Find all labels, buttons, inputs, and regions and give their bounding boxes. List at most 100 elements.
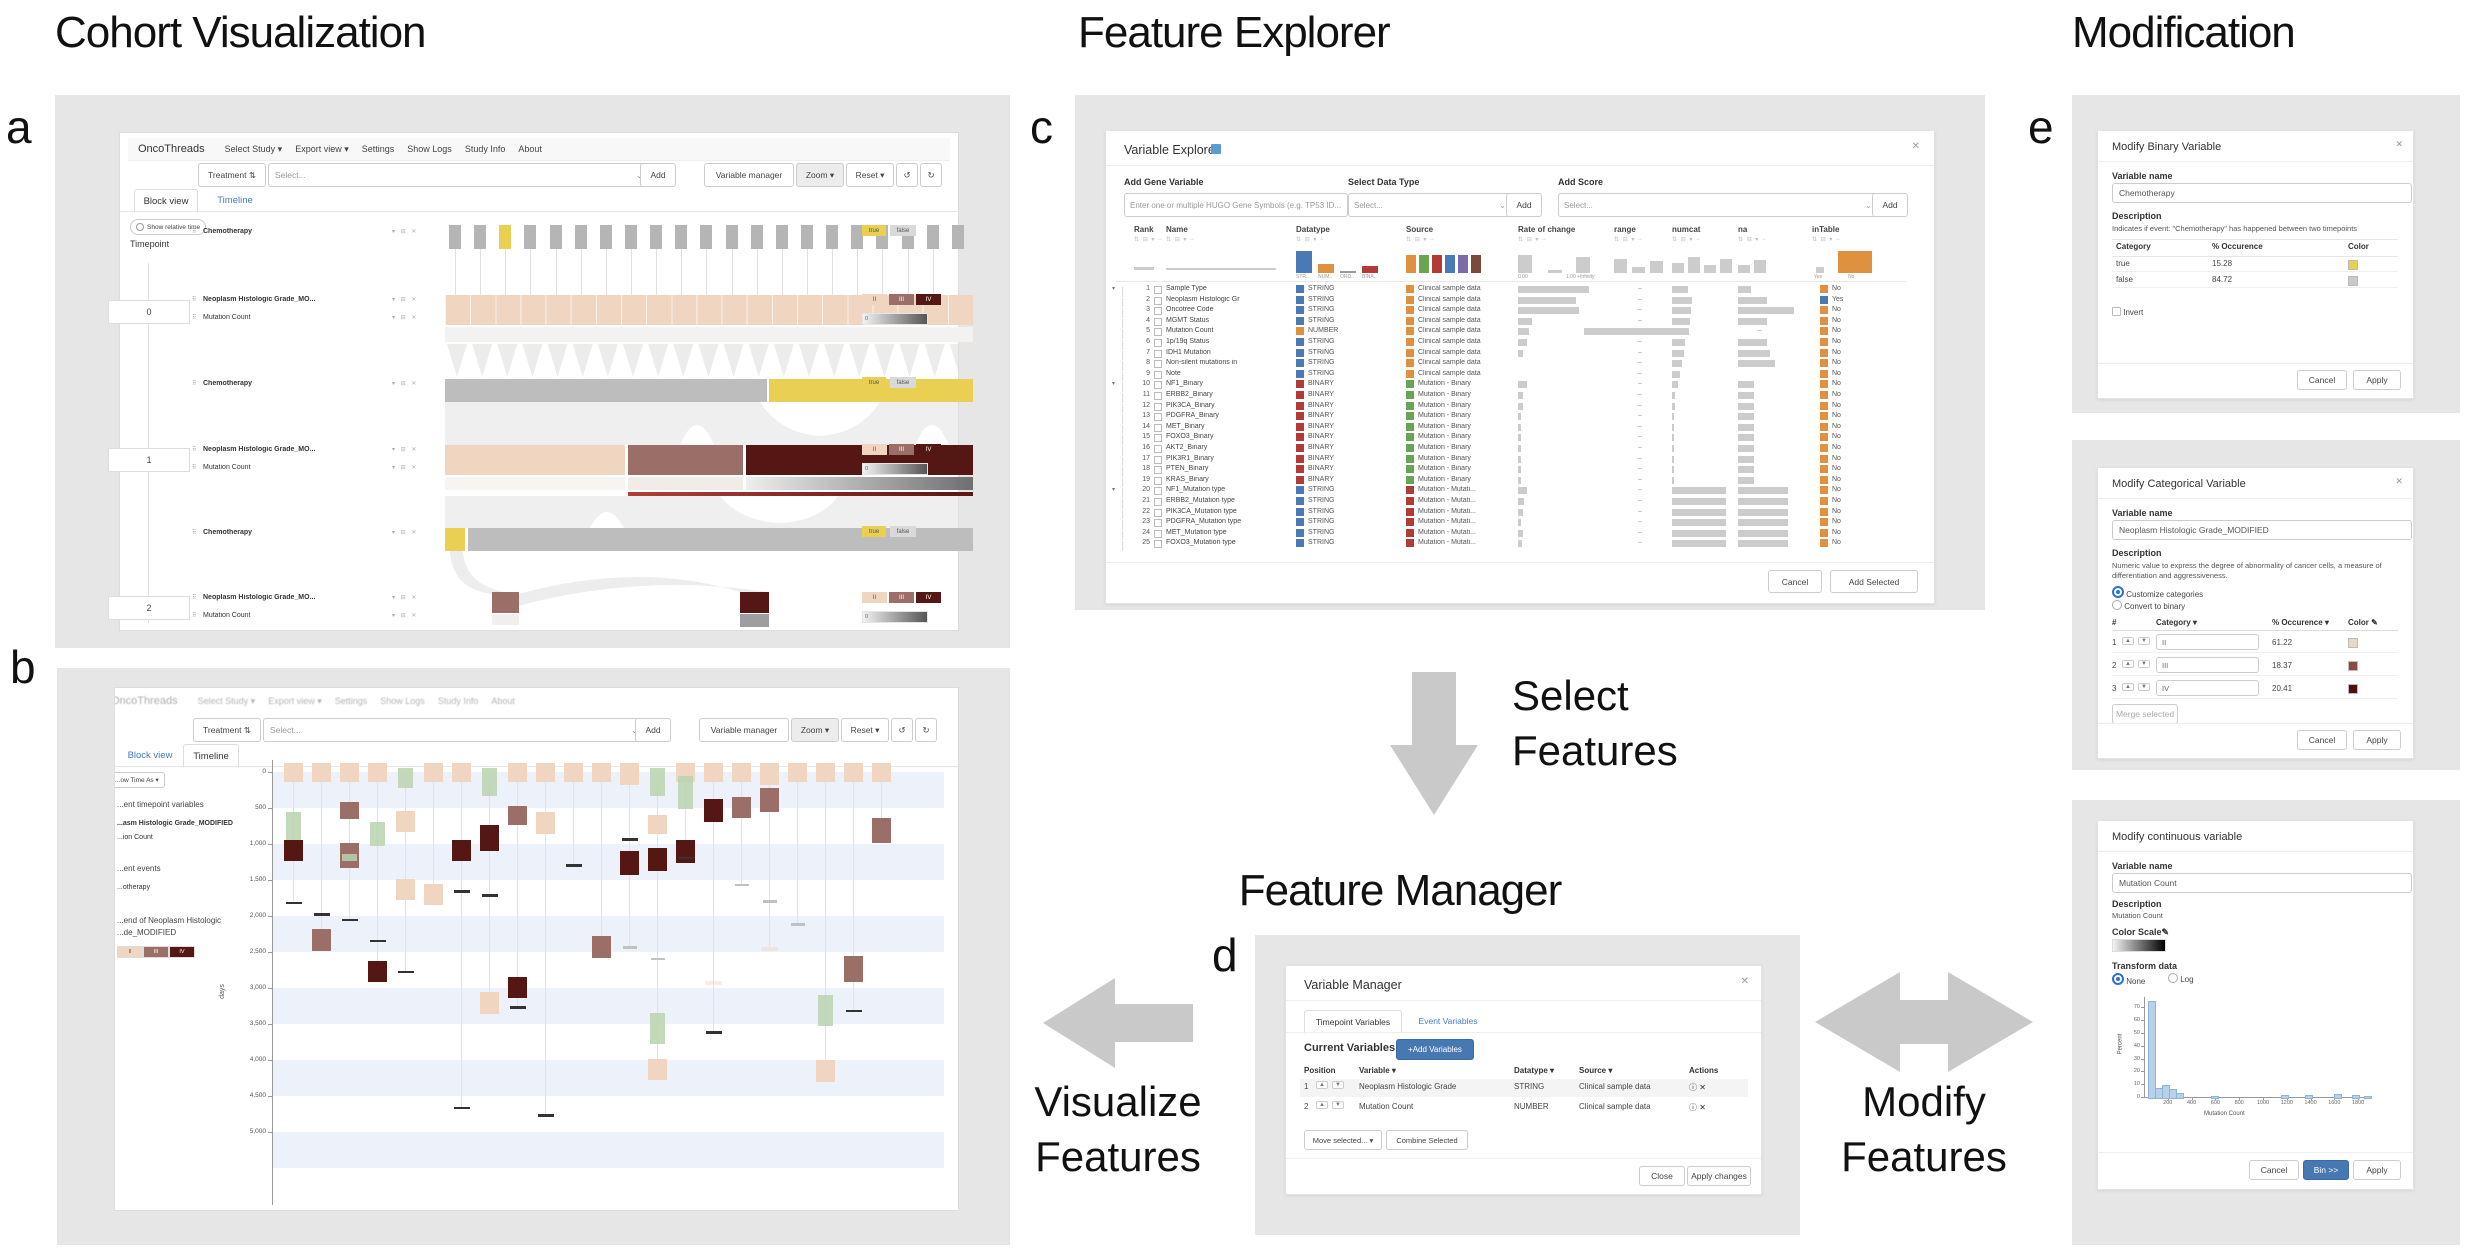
- timeline-mark-tan[interactable]: [284, 763, 303, 783]
- timeline-mark-dark[interactable]: [648, 847, 667, 872]
- row-grip-icon[interactable]: ⠿: [192, 229, 197, 235]
- column-header-0[interactable]: #: [2112, 618, 2117, 627]
- menu-item-0[interactable]: Select Study ▾: [224, 143, 283, 154]
- info-badge[interactable]: [1211, 144, 1221, 154]
- chemo-block[interactable]: [750, 225, 763, 249]
- add-selected-button[interactable]: Add Selected: [1830, 570, 1918, 593]
- row-grip-icon[interactable]: ⠿: [192, 595, 197, 601]
- row-checkbox[interactable]: [1154, 466, 1162, 475]
- row-checkbox[interactable]: [1154, 328, 1162, 337]
- variable-manager-button[interactable]: Variable manager: [699, 718, 789, 742]
- timeline-mark-dash[interactable]: [313, 913, 330, 916]
- cancel-button[interactable]: Cancel: [2297, 370, 2347, 390]
- timeline-mark-fdash[interactable]: [622, 946, 637, 949]
- close-icon[interactable]: ✕: [1740, 976, 1749, 987]
- row-name[interactable]: Note: [1166, 369, 1181, 377]
- mutation-band-tp0[interactable]: [445, 327, 973, 342]
- timeline-mark-tan[interactable]: [844, 763, 863, 783]
- move-down-button[interactable]: ▼: [1332, 1081, 1344, 1089]
- row-grip-icon[interactable]: ⠿: [192, 381, 197, 387]
- timeline-mark-tan[interactable]: [536, 812, 555, 834]
- timeline-mark-dash[interactable]: [341, 918, 358, 922]
- timeline-mark-green[interactable]: [370, 822, 385, 847]
- add-button[interactable]: Add: [635, 718, 671, 742]
- row-checkbox[interactable]: [1154, 360, 1162, 369]
- grade-block-tp2-IV[interactable]: [740, 592, 769, 613]
- timeline-mark-tan[interactable]: [424, 884, 443, 906]
- row-checkbox[interactable]: [1154, 307, 1162, 316]
- apply-button[interactable]: Apply: [2353, 1160, 2401, 1180]
- column-header-2[interactable]: Color: [2348, 242, 2369, 251]
- timeline-mark-tan[interactable]: [620, 763, 639, 785]
- chemo-block[interactable]: [951, 225, 964, 249]
- column-filter-icons[interactable]: ⇅ ⊟ ▾ −: [1812, 237, 1841, 243]
- chemo-band-true[interactable]: [445, 528, 465, 551]
- timeline-mark-dark[interactable]: [284, 840, 303, 862]
- timeline-mark-tan[interactable]: [312, 763, 331, 783]
- chemo-block[interactable]: [474, 225, 487, 249]
- column-header-1[interactable]: Variable ▾: [1359, 1066, 1396, 1075]
- tab-timeline[interactable]: Timeline: [217, 194, 253, 206]
- treatment-select[interactable]: Treatment ⇅: [198, 163, 266, 187]
- move-up-button[interactable]: ▲: [1316, 1101, 1328, 1109]
- column-header-0[interactable]: Position: [1304, 1066, 1336, 1075]
- timeline-mark-tan[interactable]: [424, 763, 443, 783]
- timeline-mark-dash[interactable]: [397, 970, 414, 974]
- column-header-name[interactable]: Name: [1166, 225, 1188, 234]
- timeline-mark-dash[interactable]: [509, 1006, 526, 1009]
- timeline-mark-dark[interactable]: [452, 839, 471, 862]
- timeline-mark-tan[interactable]: [340, 763, 359, 783]
- timeline-mark-dark[interactable]: [704, 799, 723, 822]
- timeline-mark-tan[interactable]: [508, 763, 527, 783]
- column-header-1[interactable]: Category ▾: [2156, 618, 2197, 627]
- timeline-mark-dash[interactable]: [705, 1031, 722, 1034]
- merge-selected-button[interactable]: Merge selected: [2112, 704, 2178, 724]
- chemo-block[interactable]: [574, 225, 587, 249]
- timeline-mark-brown[interactable]: [844, 955, 863, 982]
- row-name[interactable]: MET_Mutation type: [1166, 528, 1227, 536]
- row-action-icons[interactable]: ▾ ⊟ ✕: [392, 465, 419, 471]
- column-header-3[interactable]: Source ▾: [1579, 1066, 1613, 1075]
- timeline-mark-tan[interactable]: [536, 763, 555, 783]
- zoom-dropdown[interactable]: Zoom ▾: [791, 718, 839, 742]
- timepoint-box-1[interactable]: 1: [108, 448, 190, 472]
- chemo-block[interactable]: [826, 225, 839, 249]
- row-checkbox[interactable]: [1154, 540, 1162, 549]
- move-selected-button[interactable]: Move selected... ▾: [1304, 1130, 1382, 1150]
- move-down-button[interactable]: ▼: [2138, 660, 2150, 668]
- timeline-mark-brown[interactable]: [872, 818, 891, 843]
- app-brand[interactable]: OncoThreads: [138, 143, 205, 155]
- move-up-button[interactable]: ▲: [2122, 637, 2134, 645]
- chemo-block[interactable]: [725, 225, 738, 249]
- row-grip-icon[interactable]: ⠿: [192, 530, 197, 536]
- timeline-mark-ftan[interactable]: [761, 946, 778, 951]
- timeline-mark-dash[interactable]: [845, 1009, 862, 1013]
- row-checkbox[interactable]: [1154, 349, 1162, 358]
- chemo-block[interactable]: [926, 225, 939, 249]
- row-action-icons[interactable]: ▾ ⊟ ✕: [392, 229, 419, 235]
- timeline-mark-dark[interactable]: [620, 851, 639, 875]
- timeline-mark-fdash[interactable]: [734, 883, 749, 887]
- show-relative-time-toggle[interactable]: Show relative time: [130, 219, 207, 235]
- variable-name-input[interactable]: Chemotherapy: [2112, 183, 2412, 203]
- timeline-mark-tan[interactable]: [760, 763, 779, 785]
- column-filter-icons[interactable]: ⇅ ⊟ ▾ −: [1296, 237, 1325, 243]
- row-action-icons[interactable]: ▾ ⊟ ✕: [392, 613, 419, 619]
- move-up-button[interactable]: ▲: [2122, 683, 2134, 691]
- grade-block-tp2-III[interactable]: [492, 592, 519, 613]
- timeline-mark-brown[interactable]: [508, 805, 527, 825]
- variable-name-input[interactable]: Mutation Count: [2112, 873, 2412, 893]
- move-up-button[interactable]: ▲: [2122, 660, 2134, 668]
- gene-symbol-input[interactable]: Enter one or multiple HUGO Gene Symbols …: [1124, 193, 1348, 217]
- chemo-block[interactable]: [549, 225, 562, 249]
- mutation-band-tp1-a[interactable]: [445, 477, 625, 490]
- row-checkbox[interactable]: [1154, 434, 1162, 443]
- chemo-band-false[interactable]: [445, 379, 767, 402]
- chemo-block[interactable]: [851, 225, 864, 249]
- row-action-icons[interactable]: ⓘ ✕: [1689, 1083, 1706, 1092]
- row-color-swatch[interactable]: [2348, 684, 2358, 694]
- row-checkbox[interactable]: [1154, 529, 1162, 538]
- row-checkbox[interactable]: [1154, 423, 1162, 432]
- row-checkbox[interactable]: [1154, 519, 1162, 528]
- timeline-mark-dash[interactable]: [285, 901, 302, 905]
